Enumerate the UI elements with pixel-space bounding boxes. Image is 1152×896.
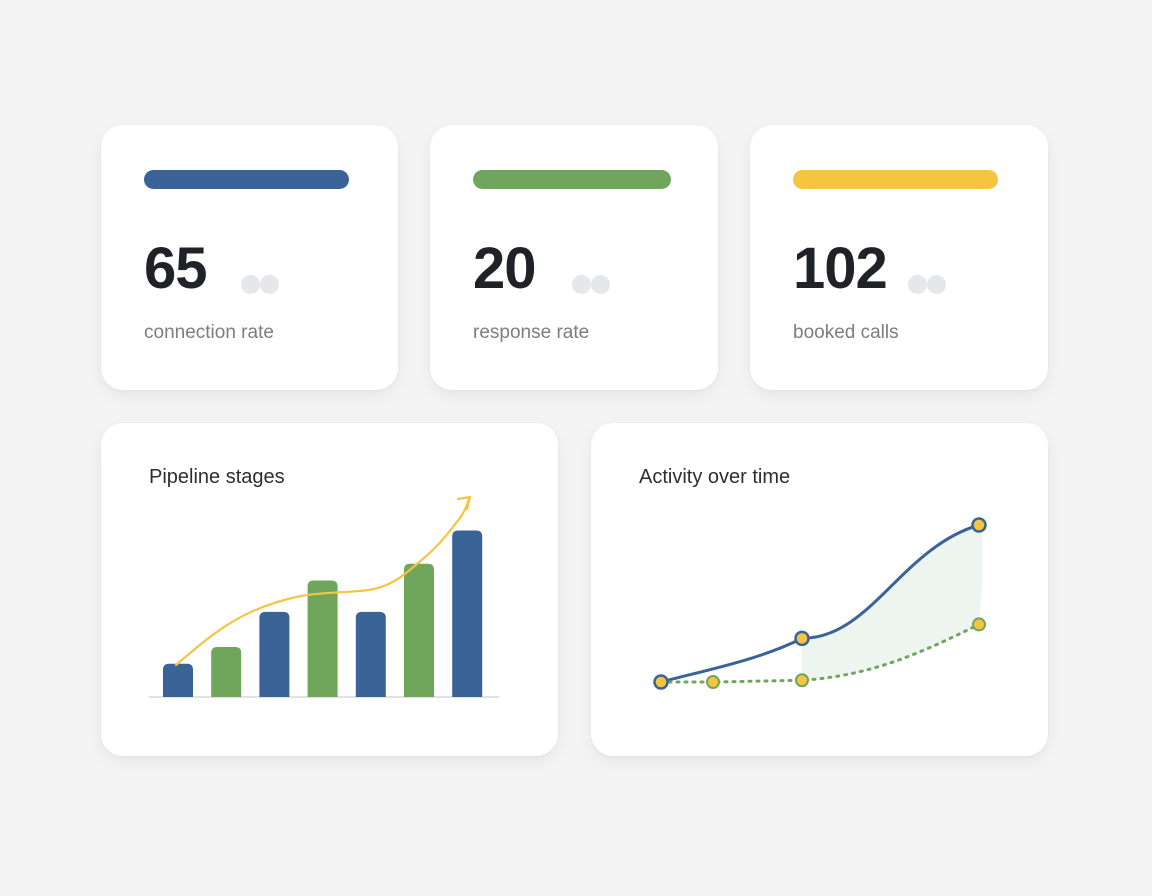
kpi-card-booked-calls: 102 booked calls [750,125,1048,390]
kpi-value: 20 [473,236,537,301]
bar [259,611,290,697]
data-point-secondary [795,673,809,688]
more-dots-icon[interactable] [241,275,283,295]
range-band [802,525,982,681]
trend-arrow-head [456,495,472,511]
data-point-secondary [706,675,720,689]
data-point-primary [653,674,669,690]
chart-title: Pipeline stages [149,466,285,488]
kpi-label: booked calls [793,322,899,343]
kpi-accent-bar [144,170,349,189]
trend-line [174,497,471,667]
bar [163,663,193,697]
bar [404,563,434,697]
data-point-secondary [972,617,986,632]
more-dots-icon[interactable] [572,275,614,295]
kpi-label: connection rate [144,322,274,343]
kpi-card-connection-rate: 65 connection rate [101,125,398,390]
more-dots-icon[interactable] [908,275,950,295]
chart-title: Activity over time [639,466,791,488]
pipeline-chart-card: Pipeline stages [101,423,558,756]
pipeline-bar-chart [149,495,499,698]
data-point-primary [794,630,810,647]
series-line-secondary [659,622,981,684]
bar [211,647,242,697]
bar [452,530,483,697]
kpi-accent-bar [473,170,671,189]
bar [307,580,338,697]
kpi-value: 102 [793,236,888,301]
kpi-label: response rate [473,322,590,343]
kpi-card-response-rate: 20 response rate [430,125,718,390]
activity-chart-card: Activity over time [591,423,1048,756]
kpi-accent-bar [793,170,998,189]
bar [355,611,386,697]
kpi-value: 65 [144,236,208,301]
data-point-primary [971,517,987,533]
activity-line-chart [653,517,987,690]
